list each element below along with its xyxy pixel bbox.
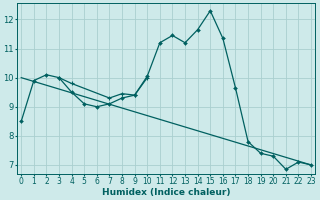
X-axis label: Humidex (Indice chaleur): Humidex (Indice chaleur) [102,188,230,197]
